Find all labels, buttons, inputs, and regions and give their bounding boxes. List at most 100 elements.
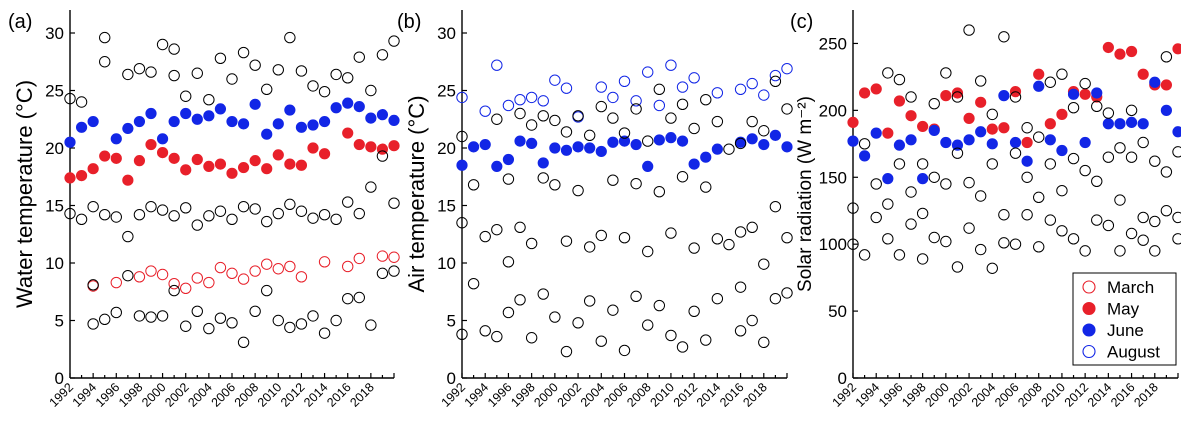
data-point xyxy=(468,141,480,153)
data-point xyxy=(295,159,308,171)
data-point xyxy=(122,269,134,282)
x-tick-label: 1994 xyxy=(70,380,100,410)
data-point xyxy=(168,43,180,55)
data-point xyxy=(998,122,1010,134)
data-point xyxy=(295,318,308,330)
data-point xyxy=(595,229,607,242)
data-point xyxy=(642,319,654,331)
data-point xyxy=(318,148,331,160)
data-point xyxy=(986,158,998,170)
data-point xyxy=(87,115,99,128)
data-point xyxy=(858,138,871,150)
data-point xyxy=(376,150,389,162)
data-point xyxy=(261,215,273,228)
data-point xyxy=(893,95,906,107)
data-point xyxy=(249,305,261,317)
data-point xyxy=(870,83,882,95)
data-point xyxy=(261,83,273,96)
data-point xyxy=(1056,144,1068,157)
data-point xyxy=(376,267,389,280)
data-point xyxy=(723,238,735,251)
x-tick-label: 1994 xyxy=(853,380,883,410)
data-point xyxy=(1033,191,1045,204)
data-point xyxy=(769,69,782,82)
data-point xyxy=(514,135,526,147)
series-june xyxy=(847,76,1181,185)
data-point xyxy=(180,202,192,214)
data-point xyxy=(560,235,573,247)
data-point xyxy=(595,81,607,93)
y-tick-label: 20 xyxy=(45,139,64,158)
x-tick-label: 2006 xyxy=(209,380,239,410)
data-point xyxy=(653,134,665,146)
data-point xyxy=(237,161,250,174)
data-point xyxy=(688,242,700,254)
data-point xyxy=(272,263,284,275)
data-point xyxy=(525,119,538,131)
data-point xyxy=(882,67,894,79)
data-point xyxy=(191,113,203,125)
data-point xyxy=(110,133,122,145)
data-point xyxy=(388,197,400,209)
x-tick-label: 2000 xyxy=(922,380,952,410)
data-point xyxy=(630,103,642,115)
data-point xyxy=(237,273,250,285)
data-point xyxy=(168,284,180,297)
x-tick-label: 2002 xyxy=(162,380,192,410)
data-point xyxy=(746,115,758,128)
data-point xyxy=(1044,118,1056,130)
data-point xyxy=(330,314,342,327)
data-point xyxy=(963,134,975,146)
x-tick-label: 2000 xyxy=(531,380,561,410)
data-point xyxy=(1114,118,1126,130)
data-point xyxy=(75,213,88,226)
data-point xyxy=(560,82,573,94)
series-june xyxy=(456,129,793,172)
data-point xyxy=(191,153,203,166)
data-point xyxy=(781,62,793,75)
data-point xyxy=(226,167,238,179)
data-point xyxy=(214,52,227,64)
data-point xyxy=(388,114,400,127)
data-point xyxy=(1149,76,1161,88)
data-point xyxy=(365,141,377,153)
x-tick-label: 2012 xyxy=(278,380,308,410)
y-axis-title: Air temperature (°C) xyxy=(404,95,429,292)
data-point xyxy=(214,103,227,115)
data-point xyxy=(572,141,584,153)
data-point xyxy=(75,96,88,108)
data-point xyxy=(758,125,770,137)
data-point xyxy=(1125,104,1138,117)
data-point xyxy=(525,91,538,104)
data-point xyxy=(514,221,526,234)
data-point xyxy=(342,127,354,139)
data-point xyxy=(870,178,882,190)
data-point xyxy=(583,241,596,253)
data-point xyxy=(905,218,917,230)
data-point xyxy=(226,115,238,128)
data-point xyxy=(583,295,596,307)
data-point xyxy=(122,230,134,243)
data-point xyxy=(1033,241,1045,253)
data-point xyxy=(537,95,549,107)
data-point xyxy=(882,198,894,210)
data-point xyxy=(940,235,952,248)
x-tick-label: 1996 xyxy=(876,380,906,410)
data-point xyxy=(249,265,261,277)
legend-box xyxy=(1072,272,1177,366)
data-point xyxy=(249,155,261,167)
data-point xyxy=(700,181,712,193)
data-point xyxy=(1091,87,1103,99)
data-point xyxy=(456,217,468,229)
data-point xyxy=(1079,164,1091,177)
data-point xyxy=(618,75,631,88)
data-point xyxy=(479,230,491,243)
data-point xyxy=(122,122,134,135)
data-point xyxy=(168,210,180,222)
data-point xyxy=(549,179,561,191)
x-tick-label: 2018 xyxy=(347,380,377,410)
data-point xyxy=(388,35,400,47)
data-point xyxy=(156,38,169,51)
data-point xyxy=(1009,136,1022,149)
